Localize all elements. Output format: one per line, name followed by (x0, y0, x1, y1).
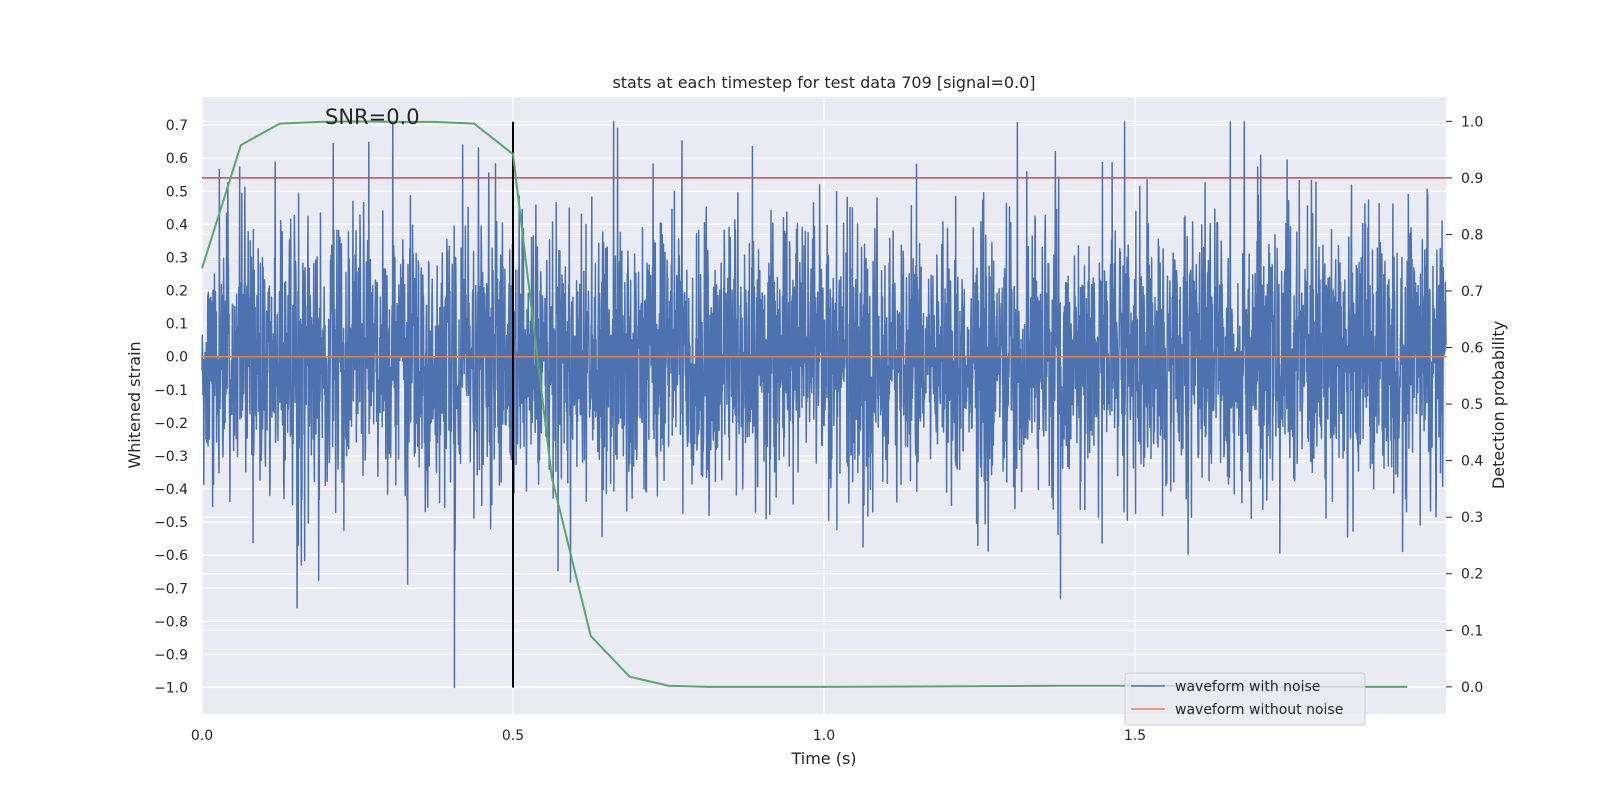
y-tick-label: −0.9 (154, 647, 188, 663)
y-axis-label-right: Detection probability (1489, 321, 1508, 489)
y-tick-label: 0.2 (166, 284, 188, 300)
y-tick-label: −0.2 (154, 416, 188, 432)
y2-tick-label: 0.2 (1461, 567, 1483, 583)
legend-label-noise: waveform with noise (1175, 679, 1320, 695)
y-tick-label: −0.6 (154, 548, 188, 564)
y-axis-label: Whitened strain (125, 341, 144, 468)
y-tick-label: 0.7 (166, 118, 188, 134)
y2-tick-label: 0.7 (1461, 284, 1483, 300)
chart-title: stats at each timestep for test data 709… (612, 73, 1035, 92)
y2-tick-label: 0.0 (1461, 680, 1483, 696)
legend: waveform with noise waveform without noi… (1124, 672, 1366, 726)
probability-line (201, 120, 1408, 688)
y2-tick-label: 0.6 (1461, 341, 1483, 357)
y2-tick-label: 0.9 (1461, 171, 1483, 187)
y-tick-label: 0.3 (166, 250, 188, 266)
y-tick-label: −0.8 (154, 614, 188, 630)
noise-waveform-line (201, 121, 1447, 689)
x-tick-label: 1.5 (1124, 728, 1146, 744)
y-tick-label: −0.3 (154, 449, 188, 465)
probability-series-group (201, 120, 1408, 688)
y2-tick-label: 0.3 (1461, 510, 1483, 526)
y-tick-label: 0.6 (166, 151, 188, 167)
noise-series-group (201, 121, 1447, 689)
y-ticks-left: −1.0 −0.9 −0.8 −0.7 −0.6 −0.5 −0.4 −0.3 −0.2 −0.1… (154, 118, 188, 696)
x-tick-label: 0.5 (502, 728, 524, 744)
y-tick-label: 0.1 (166, 317, 188, 333)
y-tick-label: −1.0 (154, 681, 188, 697)
y-tick-label: 0.5 (166, 184, 188, 200)
y2-tick-label: 0.8 (1461, 227, 1483, 243)
x-tick-label: 0.0 (191, 728, 213, 744)
legend-box (1124, 672, 1366, 726)
snr-annotation: SNR=0.0 (325, 105, 420, 129)
y-tick-label: −0.1 (154, 383, 188, 399)
x-axis-label: Time (s) (790, 749, 856, 768)
y-tick-label: −0.7 (154, 581, 188, 597)
y-tick-label: −0.5 (154, 515, 188, 531)
y2-tick-label: 0.4 (1461, 454, 1483, 470)
x-tick-label: 1.0 (813, 728, 835, 744)
y-tick-label: 0.0 (166, 350, 188, 366)
y-ticks-right: 0.0 0.1 0.2 0.3 0.4 0.5 0.6 0.7 0.8 0.9 1.0 (1446, 114, 1483, 696)
legend-label-clean: waveform without noise (1175, 702, 1343, 718)
y2-tick-label: 0.1 (1461, 623, 1483, 639)
y-tick-label: −0.4 (154, 482, 188, 498)
y2-tick-label: 0.5 (1461, 397, 1483, 413)
y2-tick-label: 1.0 (1461, 114, 1483, 130)
x-ticks: 0.0 0.5 1.0 1.5 (191, 728, 1146, 744)
y-tick-label: 0.4 (166, 217, 188, 233)
